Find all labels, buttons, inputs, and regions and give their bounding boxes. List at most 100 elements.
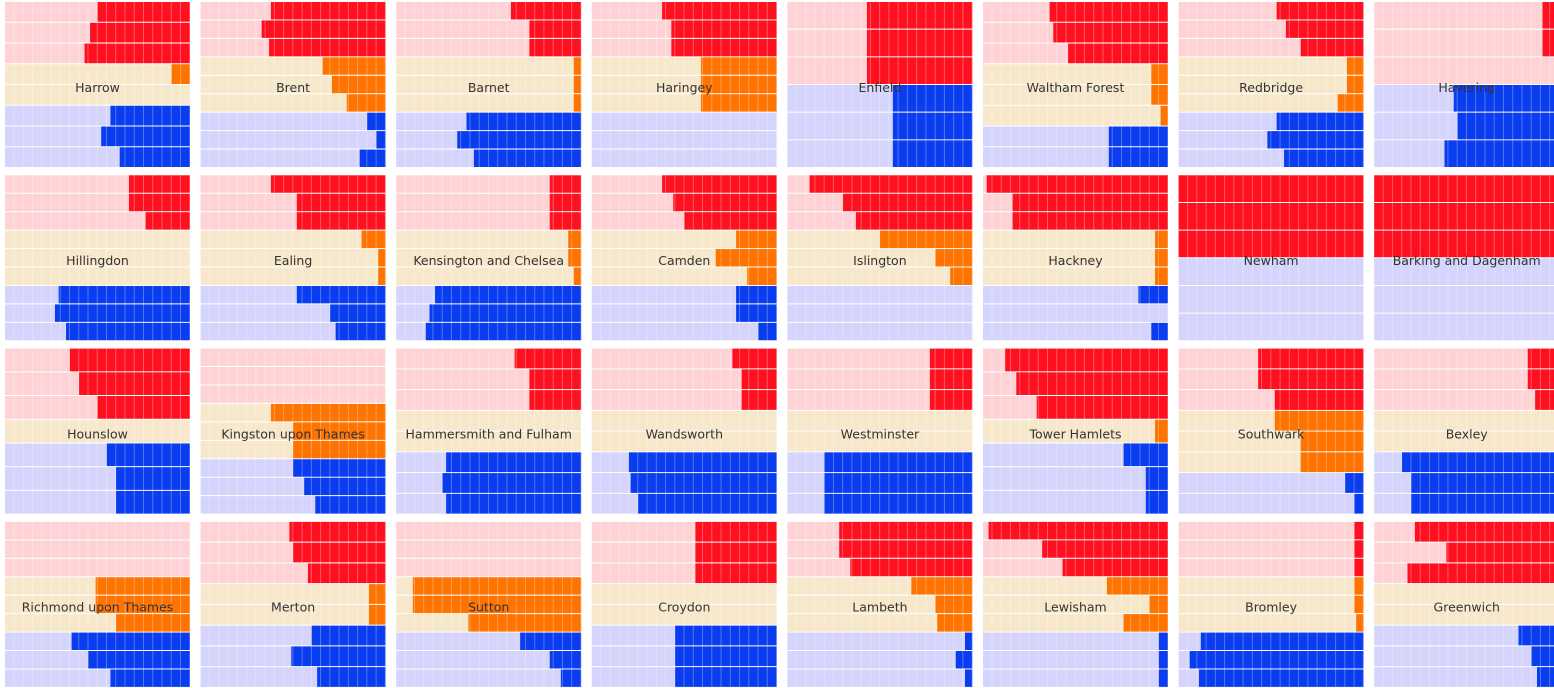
- bar: [1374, 202, 1554, 231]
- bar: [1411, 493, 1554, 515]
- panel: Camden: [591, 175, 778, 343]
- bar: [1527, 348, 1554, 370]
- bar: [101, 126, 190, 148]
- bar: [435, 285, 582, 305]
- row-background: [1374, 646, 1554, 668]
- row-background: [591, 322, 777, 342]
- row-background: [591, 267, 777, 286]
- bar: [892, 85, 973, 113]
- bar: [368, 584, 386, 605]
- row-background: [983, 85, 1168, 106]
- panel: Hillingdon: [5, 175, 191, 343]
- bar: [66, 322, 190, 342]
- bar: [116, 614, 190, 633]
- panel-label: Westminster: [841, 426, 920, 441]
- bar: [1346, 75, 1364, 95]
- row-background: [591, 149, 777, 168]
- bar: [671, 20, 777, 39]
- panel: Kensington and Chelsea: [396, 175, 582, 343]
- bar: [1005, 348, 1168, 373]
- row-background: [200, 604, 386, 626]
- bar: [79, 372, 190, 397]
- bar: [1284, 149, 1364, 168]
- row-background: [1178, 57, 1364, 76]
- bar: [758, 322, 777, 342]
- bar: [315, 496, 386, 515]
- row-background: [1374, 258, 1554, 286]
- row-background: [983, 419, 1168, 444]
- bar: [378, 267, 386, 286]
- bar: [270, 403, 386, 423]
- bar: [1108, 126, 1168, 148]
- row-background: [983, 105, 1168, 127]
- row-background: [787, 632, 973, 652]
- row-background: [591, 348, 777, 370]
- panel-label: Barking and Dagenham: [1393, 253, 1541, 268]
- row-background: [591, 604, 777, 626]
- bar: [809, 175, 973, 194]
- bar: [935, 249, 973, 268]
- bar: [368, 604, 386, 626]
- bar: [128, 175, 190, 194]
- bar: [1123, 443, 1168, 468]
- row-background: [1178, 558, 1364, 578]
- row-background: [1374, 313, 1554, 342]
- bar: [824, 452, 973, 474]
- row-background: [396, 651, 582, 670]
- bar: [573, 75, 582, 95]
- bar: [662, 175, 777, 194]
- row-background: [983, 669, 1168, 688]
- row-background: [5, 212, 190, 231]
- row-background: [983, 632, 1168, 652]
- panel-label: Lewisham: [1044, 600, 1106, 615]
- bar: [855, 212, 973, 231]
- bar: [1068, 43, 1168, 65]
- bar: [638, 493, 777, 515]
- row-background: [1178, 285, 1364, 314]
- row-background: [1178, 540, 1364, 559]
- row-background: [200, 94, 386, 113]
- bar: [1300, 452, 1364, 474]
- bar: [839, 540, 973, 559]
- bar: [1160, 105, 1168, 127]
- panel: Lewisham: [983, 521, 1169, 688]
- panel-label: Havering: [1438, 80, 1495, 95]
- bar: [662, 2, 777, 21]
- bar: [331, 75, 386, 95]
- panel-label: Hammersmith and Fulham: [406, 426, 572, 441]
- bar: [1285, 20, 1364, 39]
- row-background: [591, 131, 777, 150]
- bar: [955, 651, 973, 670]
- bar: [1258, 369, 1364, 391]
- bar: [628, 452, 777, 474]
- bar: [97, 396, 190, 420]
- panel-label: Barnet: [468, 80, 510, 95]
- panel-label: Bexley: [1446, 426, 1489, 441]
- bar: [1542, 2, 1554, 30]
- row-background: [396, 57, 582, 76]
- bar: [359, 149, 386, 168]
- bar: [95, 595, 190, 615]
- bar: [1062, 558, 1168, 578]
- bar: [346, 94, 386, 113]
- bar: [425, 322, 582, 342]
- bar: [110, 669, 190, 688]
- bar: [1189, 651, 1364, 670]
- panel: Richmond upon Thames: [5, 521, 191, 688]
- bar: [128, 193, 190, 213]
- row-background: [591, 584, 777, 605]
- row-background: [396, 193, 582, 213]
- bar: [446, 493, 582, 515]
- row-background: [983, 322, 1168, 342]
- bar: [520, 632, 582, 652]
- bar: [695, 563, 777, 585]
- bar: [412, 595, 582, 615]
- bar: [1198, 669, 1364, 688]
- panel-label: Enfield: [859, 80, 902, 95]
- row-background: [787, 369, 973, 391]
- bar: [1374, 230, 1554, 259]
- row-background: [983, 490, 1168, 515]
- bar: [468, 614, 582, 633]
- panel-label: Hillingdon: [66, 253, 129, 268]
- row-background: [200, 348, 386, 368]
